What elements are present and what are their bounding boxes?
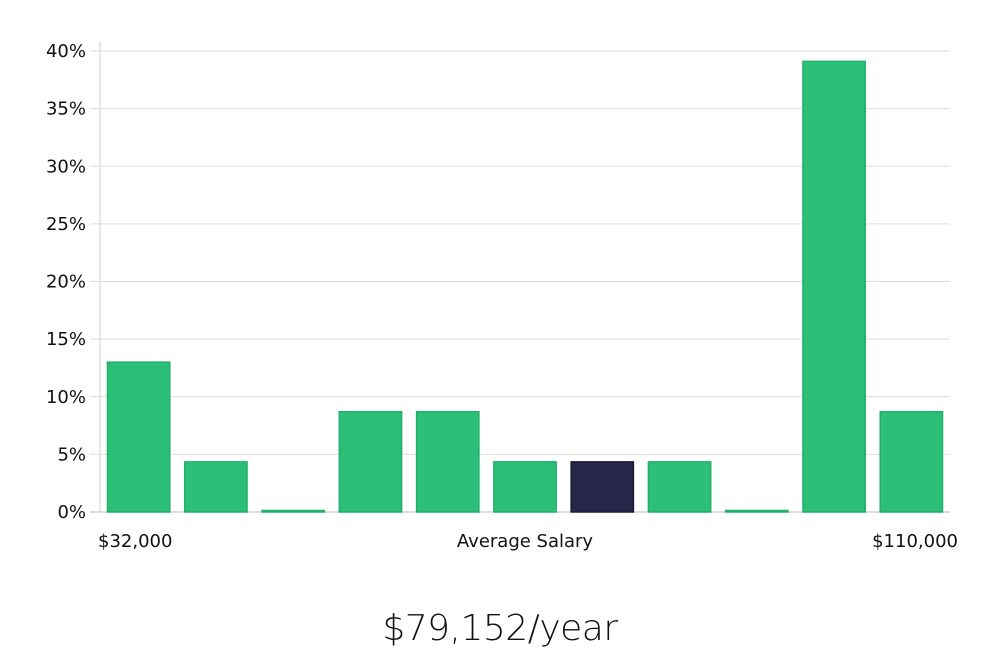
x-axis-title: Average Salary xyxy=(457,531,594,552)
bar xyxy=(802,60,866,513)
average-salary-value: $79,152/year xyxy=(382,608,618,649)
bar-highlighted xyxy=(570,461,635,513)
y-tick-label: 25% xyxy=(46,214,86,235)
bar xyxy=(184,461,248,513)
y-tick-label: 10% xyxy=(46,387,86,408)
x-min-label: $32,000 xyxy=(98,531,172,552)
bar xyxy=(261,509,326,513)
y-tick-label: 5% xyxy=(57,444,86,465)
bar xyxy=(338,410,403,513)
y-tick-label: 15% xyxy=(46,329,86,350)
salary-histogram: 0% 5% 10% 15% 20% 25% 30% 35% 40% $32,000 Averag… xyxy=(46,41,958,552)
bars xyxy=(106,60,944,513)
y-tick-label: 40% xyxy=(46,41,86,62)
x-max-label: $110,000 xyxy=(872,531,958,552)
y-axis-ticks: 0% 5% 10% 15% 20% 25% 30% 35% 40% xyxy=(46,41,86,523)
bar xyxy=(106,361,171,513)
bar xyxy=(879,410,944,513)
y-tick-label: 0% xyxy=(57,502,86,523)
bar xyxy=(493,461,557,513)
bar xyxy=(415,410,480,513)
y-tick-label: 30% xyxy=(46,156,86,177)
bar xyxy=(647,461,712,513)
bar xyxy=(724,509,789,513)
y-tick-label: 35% xyxy=(46,99,86,120)
y-tick-label: 20% xyxy=(46,272,86,293)
